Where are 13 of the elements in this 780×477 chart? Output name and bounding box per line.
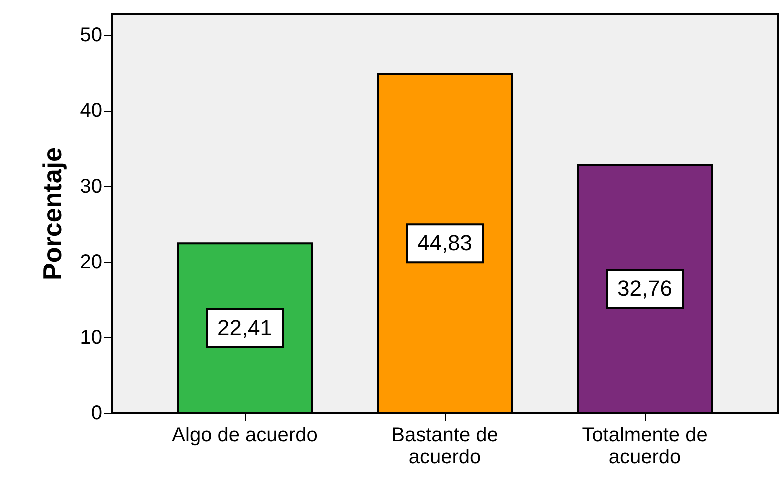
x-tick-label: Totalmente de acuerdo <box>582 424 708 468</box>
x-tick-label: Bastante de acuerdo <box>392 424 498 468</box>
data-label: 44,83 <box>417 230 473 256</box>
y-axis-title: Porcentaje <box>37 148 68 280</box>
y-tick-label: 0 <box>91 402 102 424</box>
y-tick-label: 50 <box>80 24 102 47</box>
data-label: 32,76 <box>617 276 673 302</box>
y-tick-label: 10 <box>80 326 102 349</box>
x-tick-label: Algo de acuerdo <box>172 424 318 446</box>
y-tick-label: 40 <box>80 100 102 122</box>
data-label: 22,41 <box>217 315 273 340</box>
y-tick-label: 20 <box>80 251 102 274</box>
y-tick-label: 30 <box>80 176 102 198</box>
